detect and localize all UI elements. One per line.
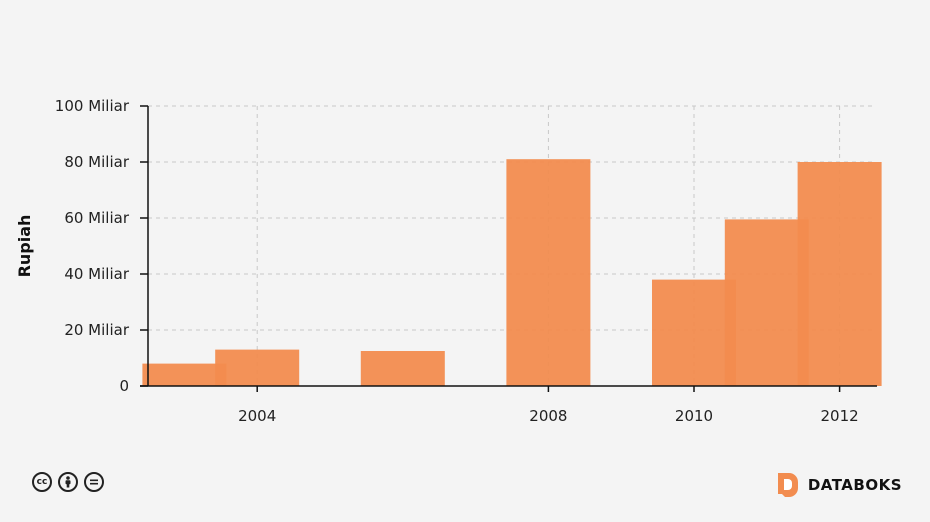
x-tick-label: 2010 — [675, 407, 713, 425]
bars — [142, 159, 882, 386]
y-tick-label: 20 Miliar — [64, 321, 129, 339]
license-icons: cc — [32, 472, 104, 492]
bar — [142, 363, 227, 386]
x-tick-label: 2004 — [238, 407, 276, 425]
x-tick-label: 2008 — [529, 407, 567, 425]
brand: DATABOKS — [776, 472, 902, 498]
brand-name: DATABOKS — [807, 476, 902, 494]
bar — [215, 349, 300, 386]
bar — [360, 351, 445, 386]
cc-icon: cc — [32, 472, 52, 492]
y-tick-label: 80 Miliar — [64, 153, 129, 171]
y-tick-label: 100 Miliar — [55, 97, 130, 115]
y-axis-title: Rupiah — [15, 215, 34, 278]
y-tick-label: 0 — [119, 377, 129, 395]
x-tick-label: 2012 — [821, 407, 859, 425]
y-tick-label: 40 Miliar — [64, 265, 129, 283]
tick-labels: 0 20 Miliar 40 Miliar 60 Miliar 80 Miliar 100… — [55, 97, 859, 425]
y-tick-label: 60 Miliar — [64, 209, 129, 227]
bar — [506, 159, 591, 386]
bar — [652, 279, 736, 386]
bar — [797, 162, 882, 386]
axes — [140, 105, 877, 392]
attribution-icon — [58, 472, 78, 492]
bar — [724, 219, 809, 386]
no-derivatives-icon — [84, 472, 104, 492]
databoks-logo-icon — [777, 473, 798, 497]
